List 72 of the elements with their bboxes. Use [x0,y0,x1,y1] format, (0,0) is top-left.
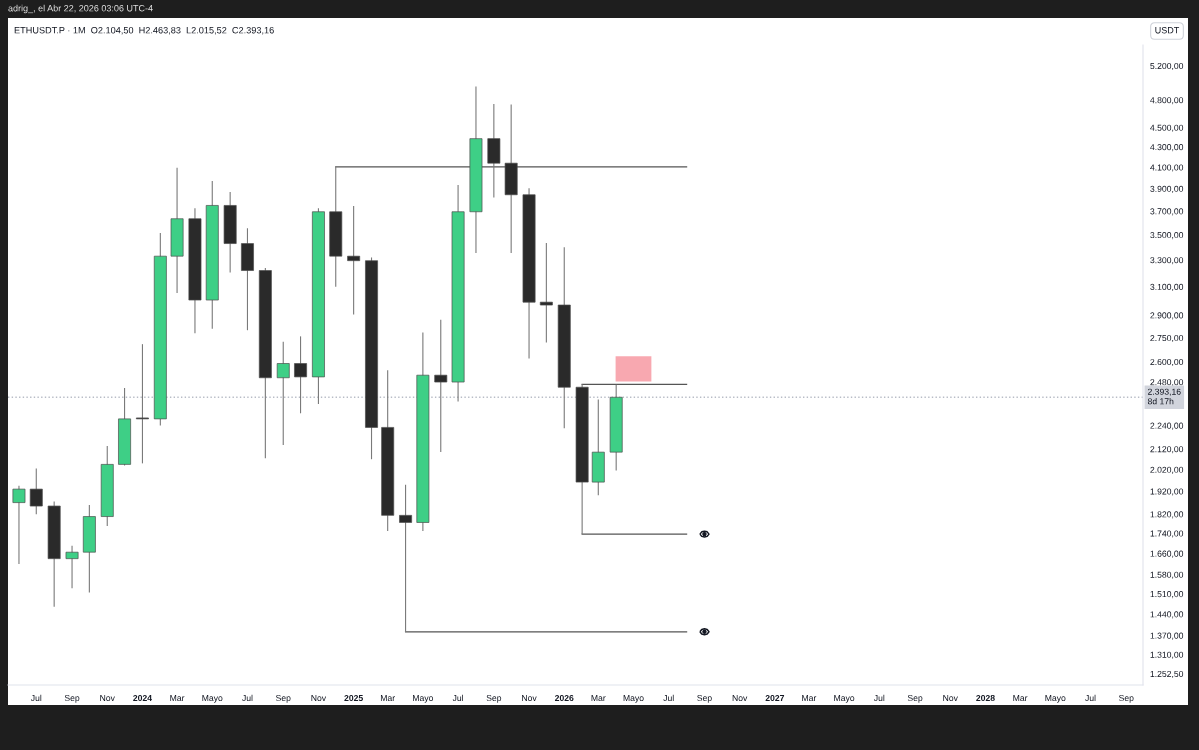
candlestick [65,545,79,589]
y-tick-label: 3.100,00 [1150,283,1184,291]
x-tick-label: Mar [591,695,606,702]
y-tick-label: 1.820,00 [1150,511,1184,519]
x-tick-label: Nov [100,695,115,702]
x-tick-label: Nov [522,695,537,702]
y-tick-label: 1.370,00 [1150,632,1184,640]
x-tick-label: Jul [242,694,253,702]
x-tick-label: Mayo [202,695,223,703]
chart-title: ETHUSDT.P · 1M O2.104,50 H2.463,83 L2.015,52 C2.393,16 [14,26,274,35]
x-tick-label: Mar [1013,695,1028,702]
y-tick-label: 3.900,00 [1150,185,1184,193]
x-tick-label: Sep [697,694,712,703]
y-tick-label: 4.500,00 [1150,124,1184,132]
y-tick-label: 2.600,00 [1150,358,1184,367]
x-tick-label: Nov [943,695,958,702]
y-tick-label: 4.100,00 [1150,164,1184,172]
y-tick-label: 1.252,50 [1150,670,1184,678]
y-tick-label: 1.580,00 [1150,571,1184,579]
y-tick-label: 2.240,00 [1150,422,1184,430]
candlestick [29,468,43,515]
x-tick-label: Jul [1085,694,1096,702]
y-tick-label: 1.920,00 [1150,488,1184,496]
y-tick-label: 2.750,00 [1150,335,1184,343]
x-tick-label: Mar [170,695,185,702]
x-tick-label: Jul [452,694,463,702]
x-tick-label: Sep [907,694,923,703]
candlestick [539,242,553,344]
candlestick [136,343,149,464]
x-tick-label: Mayo [834,695,855,703]
x-tick-label: Sep [64,694,80,703]
ref-line-label: 2.393,16 8d 17h [1147,388,1181,405]
candlestick [294,335,307,414]
y-axis-title: USDT [1155,27,1180,34]
y-tick-label: 1.660,00 [1150,550,1184,558]
candlestick [347,205,361,316]
x-tick-label: Mayo [1045,695,1066,703]
x-tick-label: Mar [802,695,817,702]
x-tick-label: Mar [380,695,395,702]
x-tick-label: Sep [1119,694,1134,703]
x-tick-label: Jul [873,694,885,702]
candlestick [276,341,290,446]
y-tick-label: 3.500,00 [1150,232,1184,240]
y-tick-label: 2.120,00 [1150,446,1184,454]
x-tick-label: Nov [311,695,327,702]
y-tick-label: 1.740,00 [1150,530,1184,538]
candlestick [434,319,448,453]
x-tick-label: Jul [663,694,674,702]
y-tick-label: 1.310,00 [1150,651,1184,659]
x-tick-label: Jul [30,694,42,702]
y-tick-label: 2.900,00 [1150,312,1184,320]
x-tick-label: Mayo [623,695,644,703]
y-tick-label: 2.480,00 [1150,379,1184,387]
x-tick-label: 2026 [554,694,574,702]
x-tick-label: Sep [486,694,502,703]
x-tick-label: Mayo [413,695,434,703]
x-tick-label: 2028 [976,694,995,702]
x-tick-label: 2024 [133,694,152,702]
y-tick-label: 4.300,00 [1150,144,1184,152]
y-tick-label: 1.510,00 [1150,591,1184,599]
x-tick-label: 2025 [344,694,363,702]
text: adrig_, el Abr 22, 2026 03:06 UTC-4 [8,4,153,14]
y-tick-label: 2.020,00 [1150,466,1184,474]
x-tick-label: Nov [732,695,748,702]
y-tick-label: 1.440,00 [1150,611,1184,619]
y-tick-label: 4.800,00 [1150,97,1184,105]
candlestick [12,485,26,565]
x-tick-label: Sep [275,694,291,703]
y-tick-label: 5.200,00 [1150,62,1184,71]
x-tick-label: 2027 [765,694,785,702]
y-tick-label: 3.700,00 [1150,208,1184,216]
y-tick-label: 3.300,00 [1150,257,1184,265]
